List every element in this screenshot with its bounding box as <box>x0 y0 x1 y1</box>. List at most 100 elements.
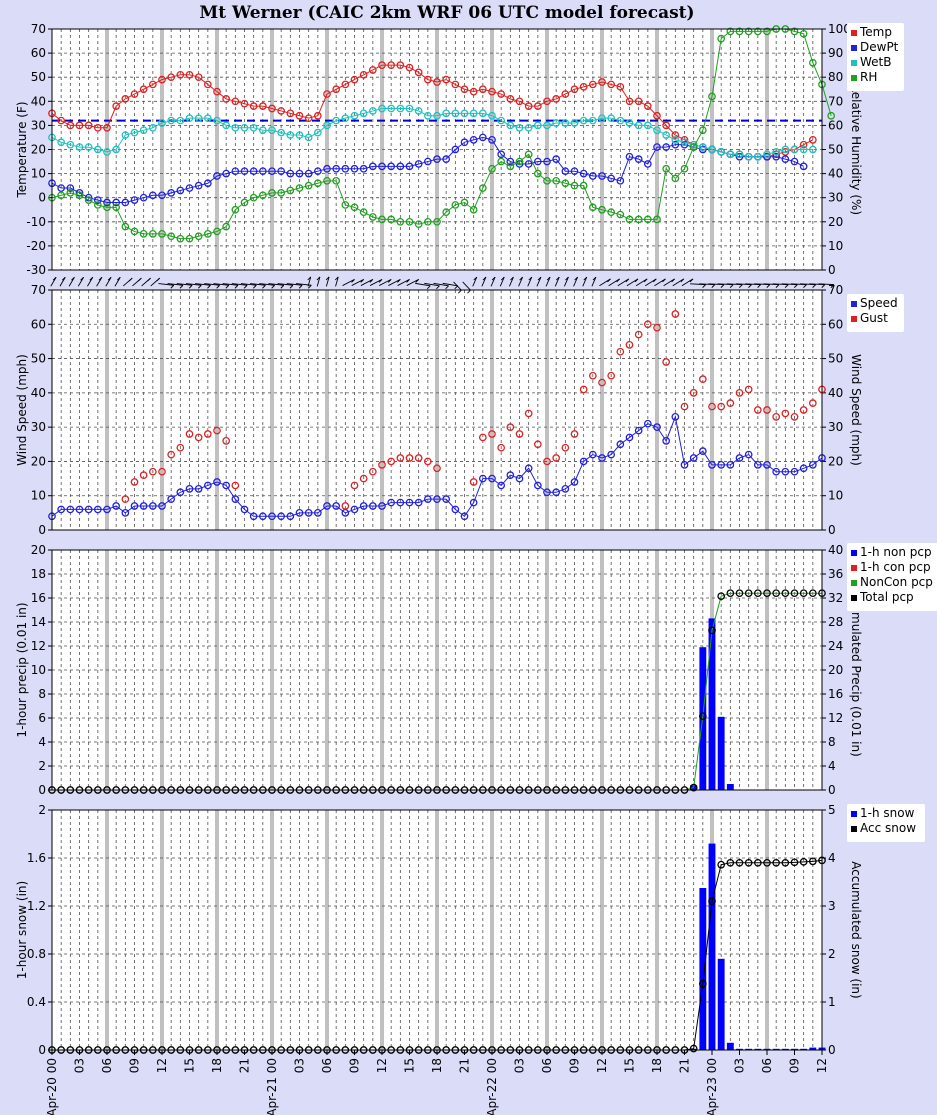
wind-barb-head <box>482 276 487 281</box>
point-temp <box>268 104 276 113</box>
point-speed <box>662 437 671 445</box>
y-tick-label: 70 <box>31 22 46 36</box>
point-gust <box>799 406 808 414</box>
wind-barb-head <box>387 279 392 283</box>
point-temp <box>295 111 304 120</box>
point-temp <box>515 97 524 106</box>
point-gust <box>359 474 368 483</box>
point-speed <box>469 498 478 507</box>
point-wetb <box>634 121 643 130</box>
y-tick-label: 14 <box>31 615 46 629</box>
point-dewpt <box>497 150 506 159</box>
point-gust <box>176 443 185 452</box>
wind-barb-head <box>616 278 620 283</box>
point-rh <box>167 232 176 241</box>
point-gust <box>680 402 689 411</box>
y-tick-label: 1.6 <box>27 851 46 865</box>
point-wetb <box>57 138 66 147</box>
point-gust <box>139 471 148 479</box>
series-line-wetb <box>51 108 813 158</box>
point-gust <box>378 461 386 469</box>
point-wetb <box>167 116 176 125</box>
snow-bar <box>699 888 707 1050</box>
point-temp <box>808 136 817 144</box>
point-temp <box>607 80 616 89</box>
point-dewpt <box>653 143 661 151</box>
point-wetb <box>625 119 634 127</box>
point-temp <box>249 102 258 110</box>
point-acc-snow <box>708 897 716 906</box>
point-wetb <box>258 126 267 135</box>
point-dewpt <box>304 169 313 178</box>
point-gust <box>194 433 203 442</box>
y-tick-label: 12 <box>31 639 46 653</box>
point-wetb <box>451 109 460 118</box>
point-rh <box>396 217 405 226</box>
point-acc-snow <box>781 858 790 867</box>
wind-barb <box>351 278 364 286</box>
snow-bar <box>736 1048 743 1050</box>
point-gust <box>763 406 771 414</box>
point-rh <box>258 191 267 200</box>
point-dewpt <box>213 172 221 180</box>
point-dewpt <box>735 152 744 161</box>
point-gust <box>533 440 542 449</box>
y-tick-label: 0 <box>38 523 46 537</box>
point-gust <box>497 443 506 452</box>
point-wetb <box>304 133 313 142</box>
legend-swatch <box>851 316 857 322</box>
x-tick-label: 18 <box>650 1058 664 1073</box>
wind-barb-head <box>458 289 462 294</box>
wind-barb-head <box>325 276 330 281</box>
point-rh <box>414 220 423 229</box>
legend-entry: 1-h non pcp <box>860 545 932 559</box>
legend-entry: 1-h snow <box>860 806 915 820</box>
wind-barb <box>277 283 294 286</box>
point-speed <box>350 505 359 514</box>
point-dewpt <box>258 167 267 176</box>
point-speed <box>607 450 616 459</box>
point-rh <box>194 232 203 241</box>
point-speed <box>708 461 716 469</box>
wind-barb <box>790 283 807 286</box>
point-dewpt <box>772 152 781 161</box>
legend-entry: Total pcp <box>859 590 914 604</box>
wind-barb <box>663 278 675 287</box>
y2-tick-label: 70 <box>828 94 843 108</box>
y2-tick-label: 50 <box>828 352 843 366</box>
point-dewpt <box>433 155 441 163</box>
point-dewpt <box>598 172 606 180</box>
point-rh <box>588 203 597 212</box>
y2-tick-label: 0 <box>828 523 836 537</box>
point-speed <box>790 467 799 476</box>
wind-barb-head <box>491 276 496 281</box>
wind-barb <box>563 276 569 287</box>
point-dewpt <box>323 164 331 173</box>
point-temp <box>799 140 808 149</box>
y2-tick-label: 30 <box>828 420 843 434</box>
point-speed <box>423 495 432 503</box>
point-acc-snow <box>799 857 808 866</box>
point-wetb <box>213 116 221 125</box>
point-rh <box>222 222 231 231</box>
y2-tick-label: 40 <box>828 386 843 400</box>
wind-barb-head <box>98 276 103 281</box>
wind-barb-head <box>197 284 202 289</box>
point-dewpt <box>781 155 790 163</box>
wind-barb-head <box>711 284 716 288</box>
x-tick-label: 06 <box>100 1058 114 1073</box>
point-speed <box>167 495 176 503</box>
snow-bar <box>690 1048 698 1050</box>
wind-barb-head <box>500 276 505 281</box>
y-tick-label: 20 <box>31 143 46 157</box>
point-rh <box>799 29 808 38</box>
point-dewpt <box>167 189 176 197</box>
point-speed <box>368 502 377 510</box>
wind-barb <box>462 281 471 291</box>
legend-box <box>847 543 937 611</box>
y2-tick-label: 70 <box>828 283 843 297</box>
point-acc-snow <box>689 1044 698 1053</box>
point-rh <box>653 215 661 224</box>
point-wetb <box>671 136 680 144</box>
